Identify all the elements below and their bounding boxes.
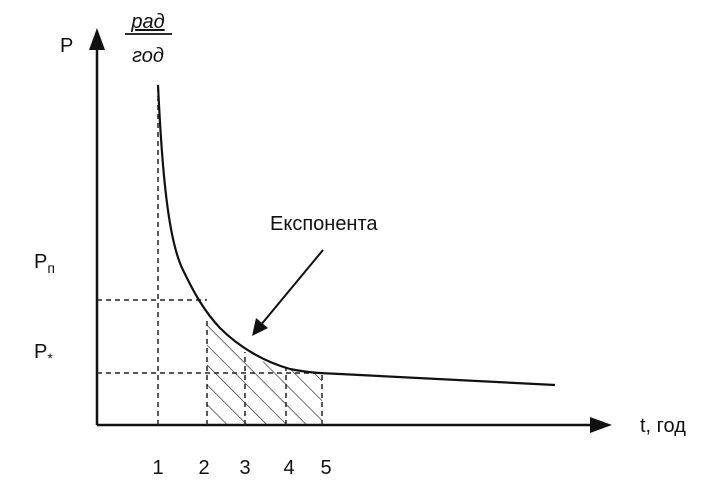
level-label: P*	[34, 341, 53, 366]
annotation-arrowhead	[252, 318, 268, 336]
annotation-arrow	[259, 249, 324, 327]
y-unit-numerator: рад	[130, 11, 164, 33]
y-arrow	[89, 28, 105, 50]
level-symbol: P	[34, 251, 47, 273]
x-tick-label: 2	[198, 457, 209, 479]
x-arrow	[590, 417, 612, 433]
level-subscript: п	[47, 260, 55, 276]
level-subscript: *	[47, 350, 53, 366]
x-tick-label: 4	[283, 457, 294, 479]
x-tick-label: 1	[152, 457, 163, 479]
y-label: P	[60, 35, 73, 57]
x-label: t, год	[640, 415, 686, 437]
hatched-area	[207, 318, 322, 425]
exponent-curve	[156, 84, 556, 387]
annotation: Експонента	[270, 213, 378, 235]
y-unit-denominator: год	[132, 45, 164, 67]
level-label: Pп	[34, 251, 55, 276]
x-tick-label: 3	[239, 457, 250, 479]
level-symbol: P	[34, 341, 47, 363]
x-tick-label: 5	[320, 457, 331, 479]
